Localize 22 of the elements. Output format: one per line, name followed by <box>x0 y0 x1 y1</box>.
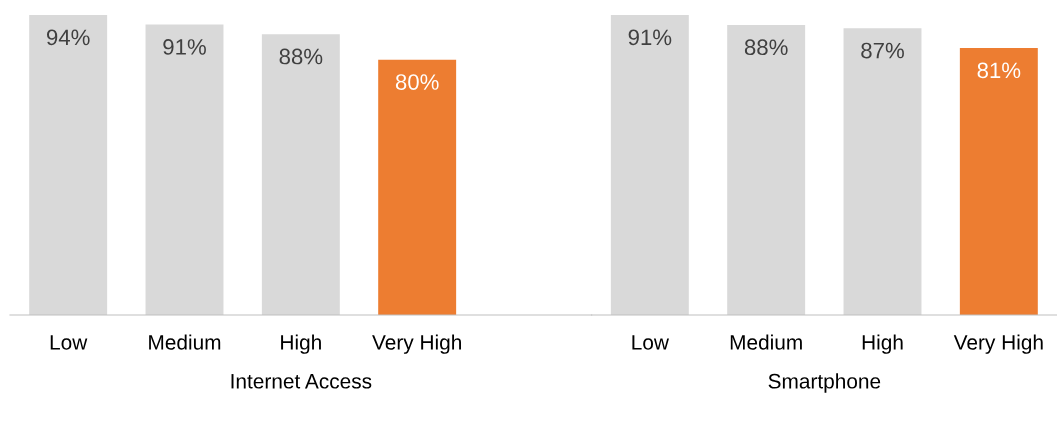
data-label: 91% <box>628 29 672 46</box>
bar <box>378 59 457 315</box>
x-axis-title: Internet Access <box>231 374 372 389</box>
data-label: 81% <box>977 62 1021 79</box>
bar <box>261 34 340 315</box>
x-tick-label: Very High <box>372 334 461 354</box>
x-tick-label: Very High <box>953 334 1043 354</box>
bar <box>29 15 108 315</box>
x-tick-label: Low <box>632 335 669 350</box>
data-label: 91% <box>163 39 206 55</box>
data-label: 88% <box>279 48 323 65</box>
x-tick-label: Medium <box>149 334 221 350</box>
bar <box>145 24 224 315</box>
x-tick-label: Medium <box>730 334 802 350</box>
data-label: 88% <box>744 39 788 56</box>
x-tick-label: Low <box>50 335 88 350</box>
x-axis-title: Smartphone <box>768 373 881 393</box>
data-label: 94% <box>46 29 90 46</box>
x-tick-label: High <box>862 334 903 354</box>
data-label: 87% <box>861 42 904 59</box>
data-label: 80% <box>395 74 439 90</box>
x-tick-label: High <box>281 334 321 354</box>
